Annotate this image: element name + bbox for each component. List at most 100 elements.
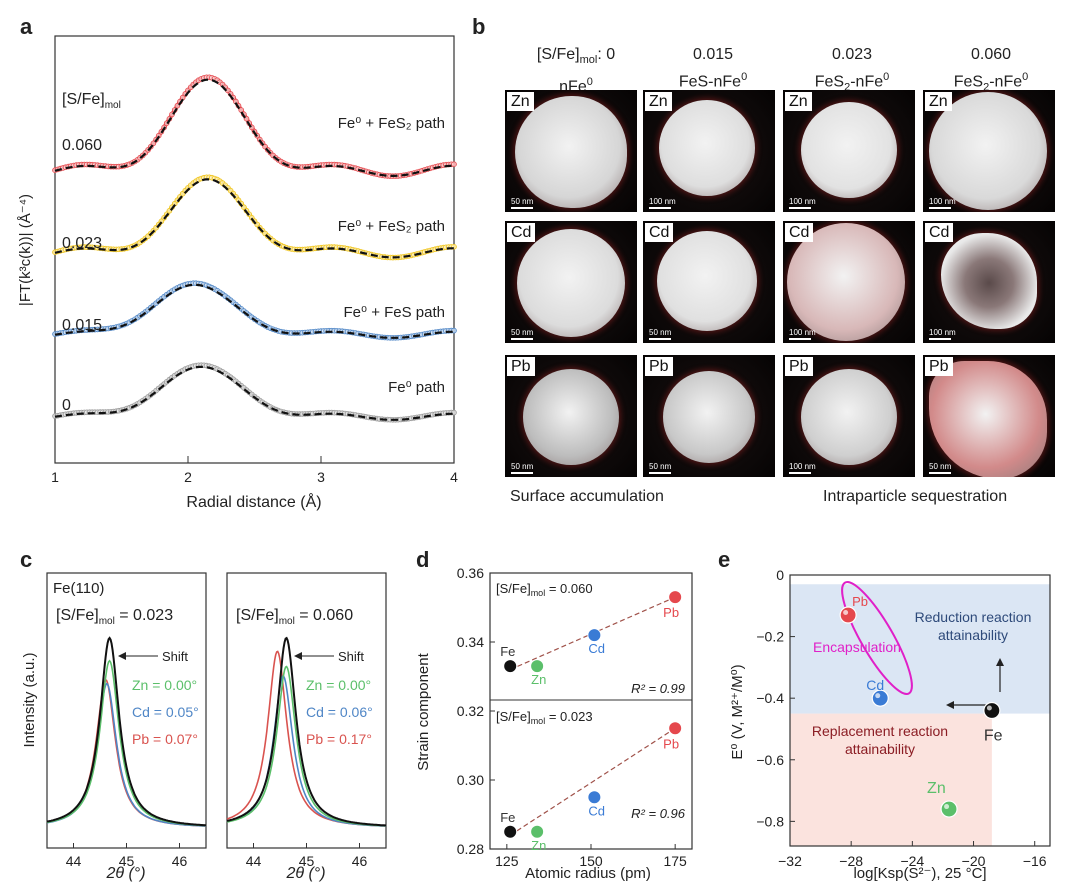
scale-bar-label: 50 nm (929, 462, 952, 471)
panel-c-xtick-label: 44 (246, 853, 262, 869)
scale-bar-label: 50 nm (511, 197, 534, 206)
panel-e-point-highlight (843, 610, 849, 616)
panel-c-left-title: [S/Fe]mol = 0.023 (56, 607, 173, 627)
panel-d-point-label-fe: Fe (500, 810, 515, 825)
panel-b-col-header-1: 0.015 FeS-nFe0 (678, 46, 748, 91)
scale-bar-label: 50 nm (511, 462, 534, 471)
panel-c-xtick-label: 45 (119, 853, 135, 869)
stem-image-cd-0: Cd 50 nm (505, 221, 637, 343)
panel-d-fit-line-1 (509, 727, 676, 836)
panel-d-xtick-label: 150 (579, 853, 603, 869)
scale-bar-label: 100 nm (929, 328, 956, 337)
panel-d-point-fe (503, 824, 518, 839)
panel-e-xtick-label: −32 (778, 853, 802, 869)
panel-d-point-fe (503, 659, 518, 674)
scale-bar (649, 338, 671, 340)
panel-c-right-arrowhead (294, 652, 302, 660)
panel-a-xtick-label: 3 (317, 469, 325, 485)
panel-a-ylabel: |FT(k³c(k))| (Å⁻⁴) (17, 194, 34, 306)
panel-d-point-label-pb: Pb (663, 736, 679, 751)
panel-label-e: e (718, 547, 731, 572)
panel-a-series-2-fit (54, 283, 455, 339)
panel-e-point-label-fe: Fe (984, 728, 1003, 745)
panel-a-chart: 0.060 Fe⁰ + FeS₂ path 0.023 Fe⁰ + FeS₂ path… (17, 35, 458, 511)
panel-d-point-pb (668, 590, 683, 605)
stem-image-pb-2: Pb 100 nm (783, 355, 915, 477)
stem-image-zn-1: Zn 100 nm (643, 90, 775, 212)
element-label: Zn (925, 92, 952, 111)
nanoparticle (515, 96, 627, 208)
panel-a-series-3-marker (451, 409, 457, 416)
panel-d-bottom-r2: R² = 0.96 (631, 806, 686, 821)
stem-image-cd-1: Cd 50 nm (643, 221, 775, 343)
panel-d-point-label-cd: Cd (588, 641, 605, 656)
panel-e-arrowhead-up (996, 658, 1004, 666)
panel-d-ytick-label: 0.32 (457, 703, 484, 719)
panel-d-point-label-zn: Zn (531, 672, 546, 687)
panel-c-chart: 44 45 46 44 45 46 Intensity (a.u.) 2θ (°) 2θ … (21, 572, 387, 882)
panel-d-ytick-label: 0.30 (457, 772, 484, 788)
panel-a-series-2-path-label: Fe⁰ + FeS path (344, 304, 445, 321)
panel-e-reduction-line1: Reduction reaction (915, 609, 1032, 625)
panel-e-xtick-label: −28 (839, 853, 863, 869)
panel-a-legend-title: [S/Fe]mol (62, 91, 121, 111)
element-label: Pb (507, 357, 535, 376)
panel-e-encapsulation-ellipse (841, 581, 913, 695)
nanoparticle (929, 92, 1047, 210)
scale-bar-label: 100 nm (789, 328, 816, 337)
panel-d-xlabel: Atomic radius (pm) (525, 865, 651, 882)
panel-e-ytick-label: −0.4 (756, 690, 784, 706)
nanoparticle (517, 229, 625, 337)
panel-a-xtick-label: 2 (184, 469, 192, 485)
panel-c-0-pb-peak (46, 678, 206, 827)
nanoparticle (523, 369, 619, 465)
panel-d-top-r2: R² = 0.99 (631, 681, 685, 696)
panel-e-point-highlight (986, 705, 992, 711)
nanoparticle (663, 371, 755, 463)
scale-bar (649, 472, 671, 474)
panel-label-a: a (20, 14, 33, 39)
panel-a-xtick-label: 1 (51, 469, 59, 485)
panel-d-point-label-cd: Cd (588, 803, 605, 818)
panel-e-xtick-label: −24 (900, 853, 924, 869)
scale-bar-label: 50 nm (649, 462, 672, 471)
panel-b-col-header-0: [S/Fe]mol: 0 nFe0 (536, 46, 616, 96)
panel-e-point-fe (983, 701, 1001, 720)
panel-e-ylabel: E⁰ (V, M²⁺/M⁰) (729, 664, 746, 759)
panel-e-point-highlight (944, 804, 950, 810)
element-label: Cd (507, 223, 536, 242)
scale-bar (511, 338, 533, 340)
panel-a-series-2-label: 0.015 (62, 317, 102, 334)
panel-c-right-xlabel: 2θ (°) (285, 865, 325, 882)
stem-image-cd-2: Cd 100 nm (783, 221, 915, 343)
scale-bar-label: 100 nm (649, 197, 676, 206)
stem-image-pb-1: Pb 50 nm (643, 355, 775, 477)
panel-c-right-shift: Shift (338, 649, 364, 664)
stem-image-zn-3: Zn 100 nm (923, 90, 1055, 212)
element-label: Pb (785, 357, 813, 376)
panel-c-left-cd-label: Cd = 0.05° (132, 704, 199, 720)
panel-e-point-label-pb: Pb (852, 594, 868, 609)
panel-e-reduction-line2: attainability (938, 627, 1008, 643)
panel-b-caption-left: Surface accumulation (510, 488, 664, 505)
panel-c-left-zn-label: Zn = 0.00° (132, 677, 197, 693)
nanoparticle (657, 231, 757, 331)
panel-c-right-pb-label: Pb = 0.17° (306, 731, 372, 747)
panel-e-replacement-line1: Replacement reaction (812, 723, 948, 739)
panel-e-region-replacement (790, 713, 992, 846)
panel-e-frame (789, 574, 1051, 847)
panel-label-c: c (20, 547, 33, 572)
panel-c-1-fe-peak (226, 636, 386, 827)
nanoparticle (801, 369, 897, 465)
scale-bar (649, 207, 671, 209)
nanoparticle (929, 361, 1047, 477)
stem-image-zn-2: Zn 100 nm (783, 90, 915, 212)
panel-c-right-title: [S/Fe]mol = 0.060 (236, 607, 353, 627)
panel-e-arrowhead-left (946, 701, 954, 709)
panel-e-ytick-label: −0.6 (756, 752, 784, 768)
panel-d-ytick-label: 0.36 (457, 565, 484, 581)
panel-c-right-zn-label: Zn = 0.00° (306, 677, 371, 693)
panel-a-series-3-label: 0 (62, 397, 71, 414)
panel-b-col-header-2: 0.023 FeS2-nFe0 (814, 46, 890, 94)
stem-image-pb-0: Pb 50 nm (505, 355, 637, 477)
